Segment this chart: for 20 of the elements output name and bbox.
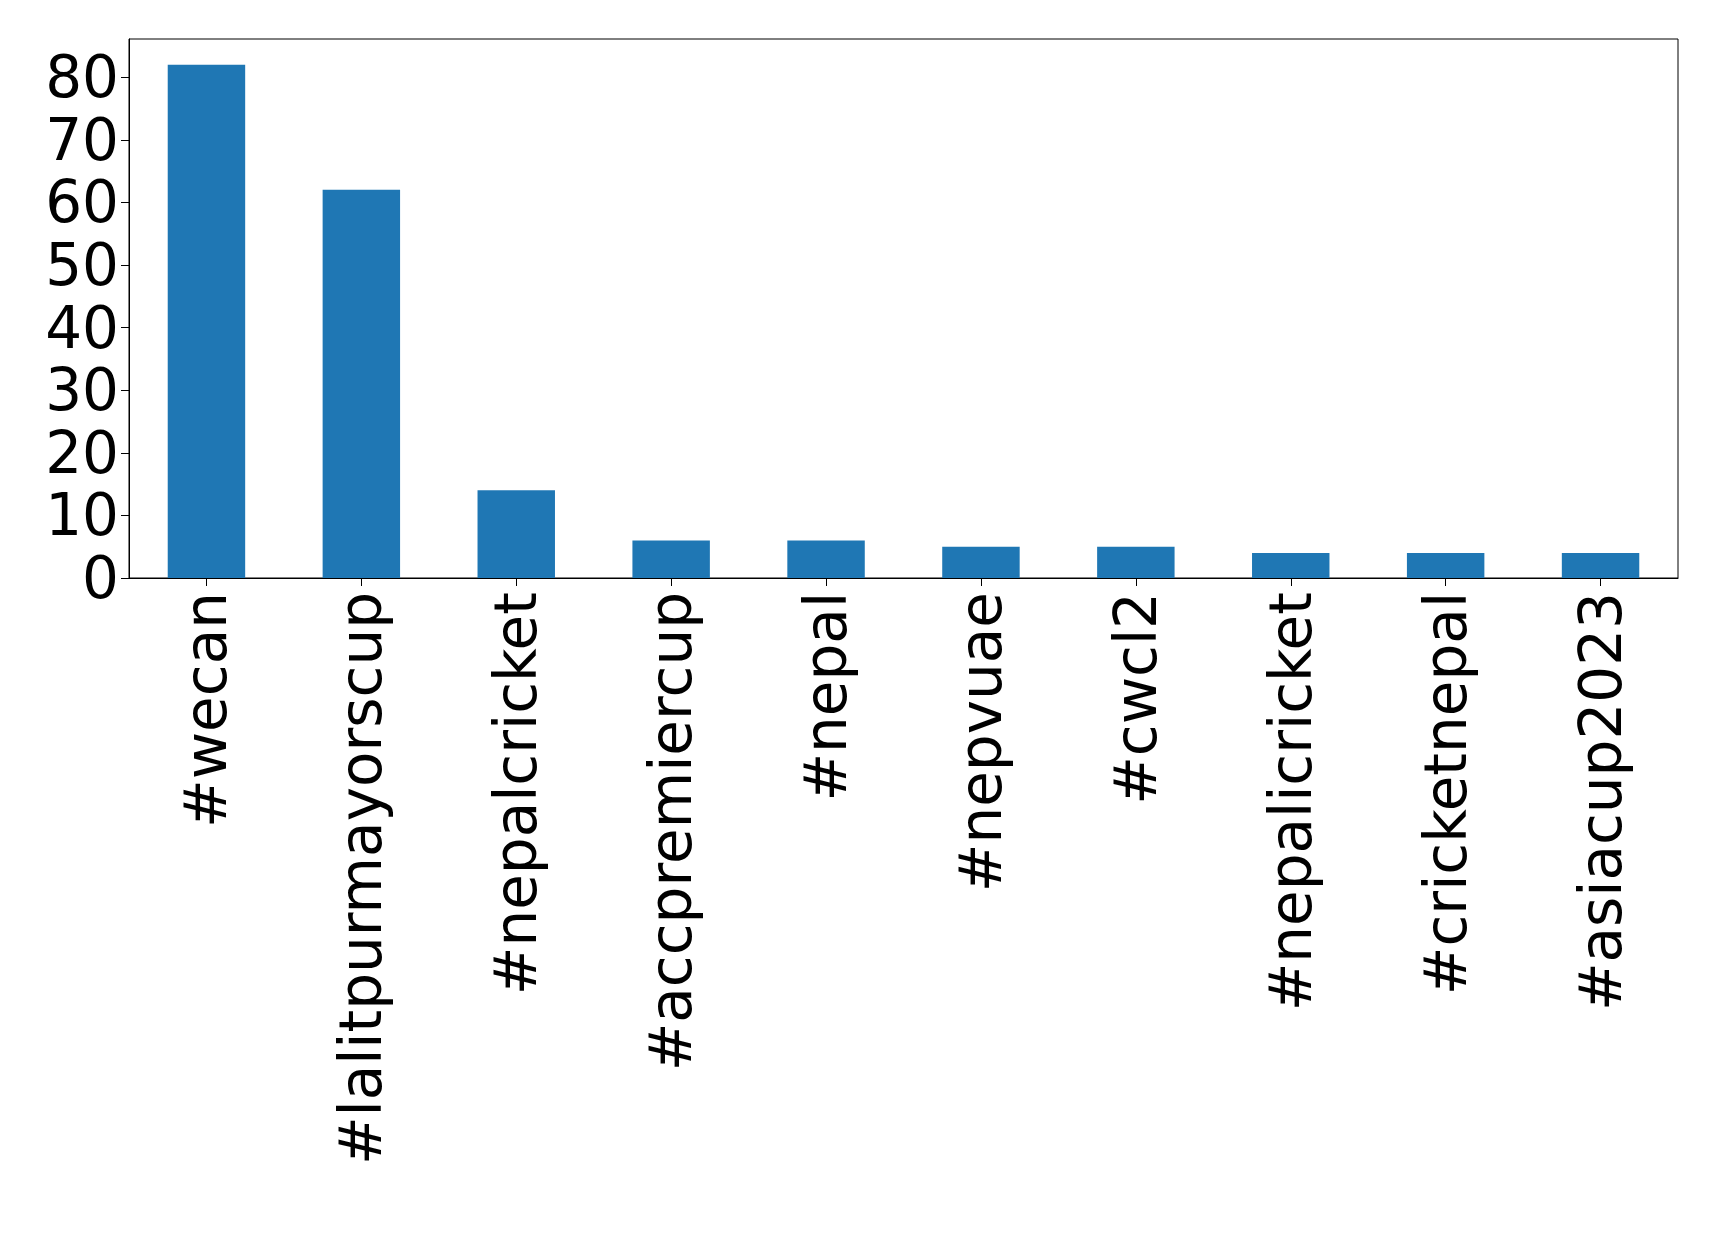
bar <box>1252 552 1330 578</box>
x-tick-label: #nepvuae <box>946 592 1015 893</box>
bar <box>1097 546 1175 578</box>
bar <box>322 189 401 578</box>
bar <box>632 540 710 578</box>
bar <box>942 546 1020 578</box>
x-tick-label: #nepalcricket <box>482 592 551 996</box>
x-tick-label: #nepalicricket <box>1256 592 1325 1012</box>
x-tick-label: #asiacup2023 <box>1566 592 1635 1012</box>
x-tick-label: #accpremiercup <box>637 592 706 1072</box>
x-tick-label: #wecan <box>172 592 241 828</box>
bar <box>477 490 555 578</box>
x-tick-label: #nepal <box>792 592 861 802</box>
x-tick-label: #cricketnepal <box>1411 592 1480 996</box>
x-tick-label: #cwcl2 <box>1101 592 1170 805</box>
bar <box>1406 552 1485 578</box>
bar <box>787 540 865 578</box>
bar <box>167 64 246 578</box>
bar <box>1561 552 1640 578</box>
x-tick-label: #lalitpurmayorscup <box>327 592 396 1166</box>
